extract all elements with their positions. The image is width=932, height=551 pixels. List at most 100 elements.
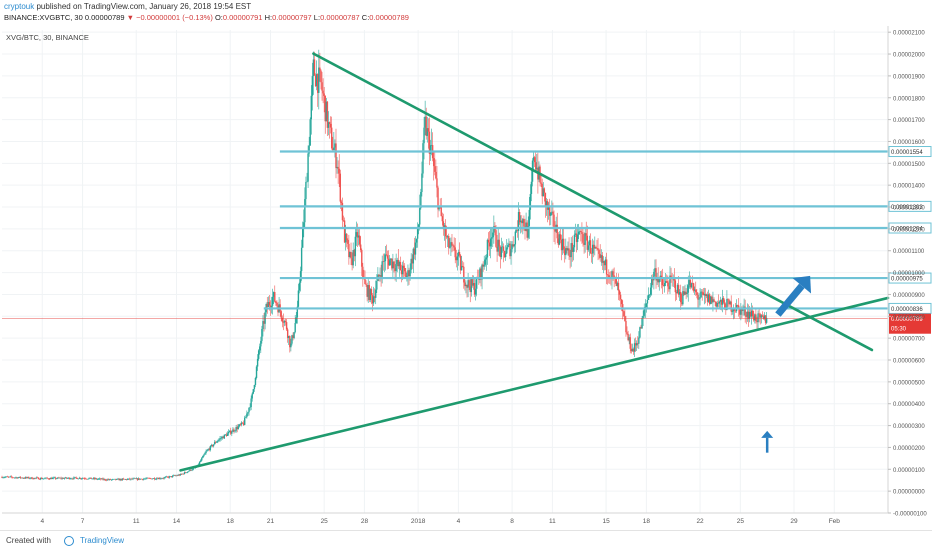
candle-body — [117, 478, 119, 480]
candle-body — [454, 247, 456, 258]
candle-body — [296, 306, 299, 318]
candle-body — [31, 477, 33, 479]
candle-body — [390, 258, 392, 261]
candle-body — [190, 469, 192, 471]
y-tick-label: 0.00001200 — [893, 227, 925, 233]
candle-body — [268, 301, 271, 306]
y-tick-label: 0.00000600 — [893, 359, 925, 365]
author-link[interactable]: cryptouk — [4, 2, 35, 11]
candle-body — [280, 311, 282, 318]
low-value: 0.00000787 — [320, 13, 360, 22]
candle-body — [67, 477, 70, 479]
candle-body — [99, 478, 101, 480]
candle-body — [182, 473, 185, 475]
candle-body — [756, 321, 758, 323]
candle-body — [163, 477, 165, 479]
y-tick-label: 0.00000100 — [893, 468, 925, 474]
candle-body — [306, 181, 308, 183]
candle-body — [211, 444, 214, 447]
candle-body — [62, 478, 64, 479]
candle-body — [231, 432, 233, 434]
candle-body — [245, 417, 247, 418]
level-price-box — [888, 302, 932, 314]
publish-info: published on TradingView.com, January 26… — [36, 2, 252, 11]
candle-body — [23, 478, 26, 479]
candle-body — [222, 436, 224, 439]
candle-body — [462, 266, 464, 267]
candle-body — [513, 244, 515, 247]
candle-body — [516, 230, 519, 231]
candle-body — [748, 311, 751, 319]
candle-body — [425, 116, 427, 136]
candle-body — [590, 253, 593, 254]
candle-body — [410, 258, 412, 270]
candle-body — [450, 242, 452, 247]
y-tick-label: 0.00000000 — [893, 490, 925, 496]
chart-grid — [2, 30, 888, 514]
candle-body — [599, 253, 601, 258]
candle-body — [369, 289, 372, 301]
tradingview-brand-link[interactable]: TradingView — [80, 536, 125, 545]
candle-body — [514, 231, 517, 245]
candle-body — [594, 247, 596, 249]
candle-body — [176, 475, 178, 477]
bar-countdown-label: 05:30 — [891, 327, 907, 333]
candle-body — [465, 284, 467, 287]
candle-body — [159, 477, 161, 479]
price-chart[interactable]: 0.00001554 0.00001303 0.00001204 0.00000975… — [0, 0, 932, 530]
candle-body — [620, 299, 623, 305]
candle-body — [346, 233, 348, 240]
candle-body — [364, 278, 366, 285]
candle-body — [141, 478, 144, 480]
high-value: 0.00000797 — [272, 13, 312, 22]
candle-body — [383, 261, 386, 262]
candle-body — [492, 232, 494, 238]
candle-body — [483, 264, 485, 267]
candle-body — [682, 291, 684, 305]
candle-body — [491, 237, 493, 239]
candle-body — [561, 238, 564, 251]
candle-body — [440, 206, 442, 217]
candle-body — [189, 469, 191, 471]
candle-body — [91, 478, 93, 480]
candle-body — [413, 248, 416, 255]
ohlc-legend: BINANCE:XVGBTC, 30 0.00000789 ▼ −0.00000… — [4, 13, 409, 23]
candle-body — [292, 335, 294, 338]
candle-body — [19, 476, 21, 478]
candle-body — [710, 296, 712, 305]
candle-body — [147, 477, 149, 479]
candle-body — [488, 242, 491, 247]
candle-body — [560, 239, 563, 251]
candle-body — [18, 476, 20, 478]
candle-body — [248, 407, 250, 413]
candle-body — [293, 332, 295, 338]
candle-body — [367, 285, 369, 297]
candle-body — [372, 296, 375, 304]
candle-body — [629, 337, 631, 349]
candle-body — [464, 282, 466, 287]
candle-body — [380, 275, 382, 277]
candle-body — [753, 316, 755, 321]
candle-body — [623, 311, 625, 317]
candle-body — [638, 337, 640, 344]
descending-trendline — [312, 52, 874, 352]
candle-body — [407, 270, 409, 277]
candle-body — [763, 315, 766, 319]
candle-body — [668, 286, 670, 290]
candle-body — [144, 478, 146, 480]
candle-body — [704, 293, 707, 297]
candle-body — [564, 249, 566, 256]
candle-body — [261, 329, 263, 341]
candle-body — [217, 440, 219, 442]
candle-body — [376, 281, 378, 290]
candle-body — [71, 478, 73, 480]
candle-body — [259, 346, 261, 351]
candle-body — [744, 306, 746, 316]
candle-body — [27, 477, 29, 478]
y-tick-label: 0.00000300 — [893, 424, 925, 430]
candle-body — [695, 289, 697, 293]
candle-body — [528, 209, 531, 226]
candle-body — [44, 478, 46, 479]
candle-body — [255, 366, 258, 378]
candle-body — [613, 275, 615, 277]
